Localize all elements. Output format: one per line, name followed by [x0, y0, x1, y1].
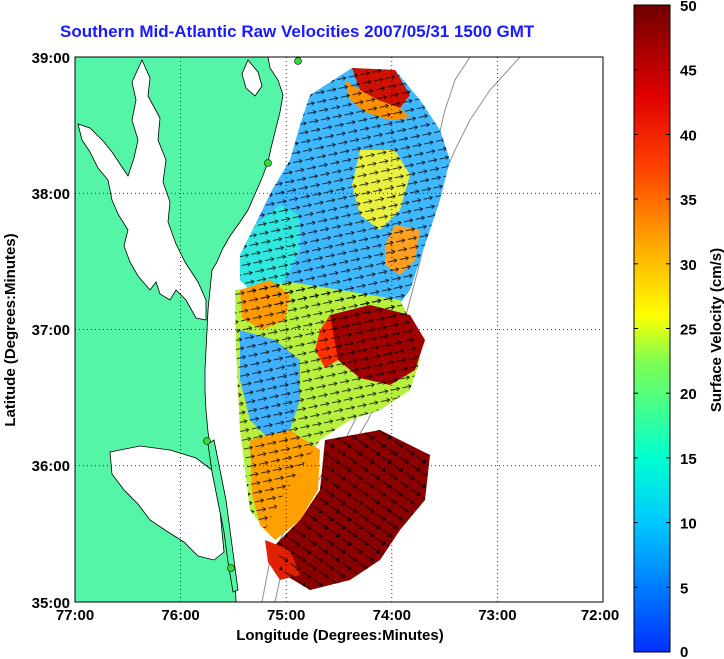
y-tick-label: 36:00 [32, 458, 70, 475]
x-tick-label: 76:00 [161, 607, 199, 624]
y-tick-label: 35:00 [32, 595, 70, 612]
x-tick-label: 73:00 [478, 607, 516, 624]
current-vectors-mid [235, 282, 420, 530]
y-tick-label: 39:00 [32, 50, 70, 67]
x-axis-label: Longitude (Degrees:Minutes) [236, 627, 444, 644]
colorbar-tick-label: 10 [680, 516, 697, 533]
x-tick-label: 72:00 [581, 607, 619, 624]
radar-stations [203, 57, 302, 572]
colorbar-tick-label: 5 [680, 580, 688, 597]
colorbar-tick-label: 20 [680, 386, 697, 403]
radar-station [227, 564, 235, 572]
colorbar: 50 45 40 35 30 25 20 15 10 5 0 Surface V… [633, 0, 724, 659]
map-plot-area [75, 57, 603, 602]
map-frame [74, 56, 604, 603]
colorbar-tick-label: 35 [680, 192, 697, 209]
y-axis: 39:00 38:00 37:00 36:00 35:00 Latitude (… [2, 50, 70, 612]
radar-station [203, 437, 211, 445]
colorbar-tick-label: 15 [680, 451, 697, 468]
x-axis: 77:00 76:00 75:00 74:00 73:00 72:00 Long… [56, 607, 619, 644]
colorbar-tick-label: 0 [680, 644, 688, 659]
y-tick-label: 38:00 [32, 186, 70, 203]
current-vectors [235, 68, 450, 590]
map-grid [75, 57, 603, 602]
current-vectors-south [275, 430, 430, 590]
radar-station [294, 57, 302, 65]
colorbar-tick-label: 30 [680, 257, 697, 274]
colorbar-scale [633, 4, 671, 653]
x-tick-label: 74:00 [373, 607, 411, 624]
current-vectors-north [240, 68, 450, 310]
y-tick-label: 37:00 [32, 322, 70, 339]
x-tick-label: 75:00 [267, 607, 305, 624]
radar-station [264, 159, 272, 167]
barrier-island [207, 439, 239, 593]
map-title: Southern Mid-Atlantic Raw Velocities 200… [60, 22, 535, 41]
delaware-bay [241, 59, 263, 97]
pamlico-sound [109, 445, 225, 561]
colorbar-label: Surface Velocity (cm/s) [708, 248, 724, 412]
y-axis-label: Latitude (Degrees:Minutes) [2, 233, 19, 426]
colorbar-tick-label: 50 [680, 0, 697, 15]
colorbar-tick-label: 40 [680, 127, 697, 144]
x-tick-label: 77:00 [56, 607, 94, 624]
colorbar-tick-label: 25 [680, 322, 697, 339]
colorbar-tick-label: 45 [680, 63, 697, 80]
chesapeake-bay [77, 59, 207, 321]
